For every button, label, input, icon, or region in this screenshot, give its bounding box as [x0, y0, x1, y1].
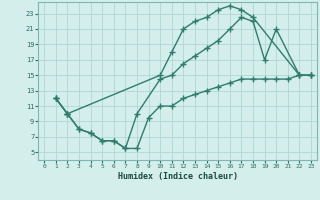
X-axis label: Humidex (Indice chaleur): Humidex (Indice chaleur) [118, 172, 238, 181]
